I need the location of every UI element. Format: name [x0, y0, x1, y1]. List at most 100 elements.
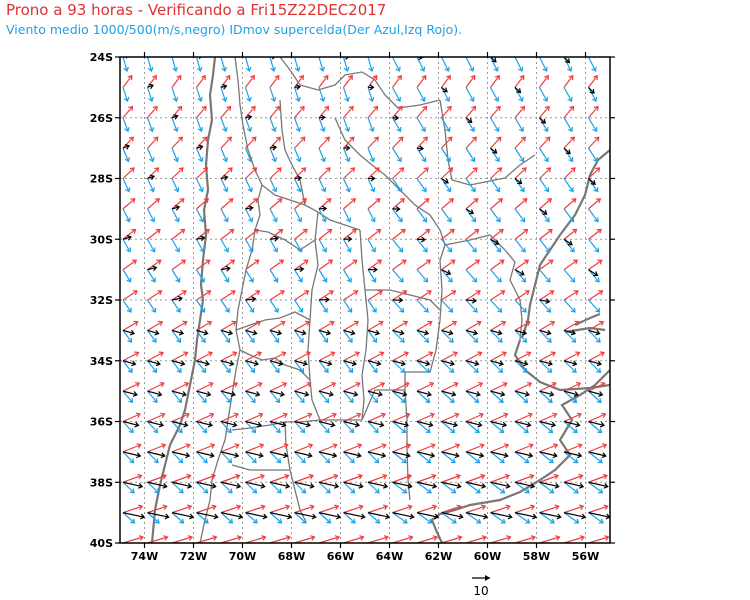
left-mover-vector [147, 290, 163, 301]
left-mover-vector [367, 259, 383, 271]
mean-wind-vector [122, 390, 138, 397]
mean-wind-vector [392, 481, 413, 489]
left-mover-vector [539, 351, 556, 362]
left-mover-vector [367, 443, 387, 453]
left-mover-vector [490, 57, 492, 58]
right-mover-vector [122, 269, 132, 283]
right-mover-vector [244, 178, 253, 193]
left-mover-vector [343, 198, 357, 210]
right-mover-vector [392, 299, 405, 313]
right-mover-vector [392, 390, 406, 404]
right-mover-vector [391, 117, 402, 133]
province-border-12 [254, 229, 316, 251]
left-mover-vector [465, 259, 481, 271]
mean-wind-vector [441, 451, 460, 459]
mean-wind-vector [122, 144, 131, 150]
right-mover-vector [588, 208, 599, 223]
mean-wind-vector [465, 481, 487, 489]
mean-wind-vector [294, 360, 308, 367]
mean-wind-vector [588, 542, 592, 543]
left-mover-vector [490, 105, 501, 119]
argentina-chile-border [199, 57, 263, 543]
province-border-1 [261, 184, 361, 231]
right-mover-vector [171, 299, 181, 313]
left-mover-vector [171, 473, 192, 483]
right-mover-vector [244, 269, 254, 283]
left-mover-vector [613, 321, 628, 330]
left-mover-vector [220, 443, 240, 453]
mean-wind-vector [171, 329, 185, 336]
right-mover-vector [147, 512, 160, 524]
mean-wind-vector [613, 452, 630, 458]
right-mover-vector [441, 299, 454, 313]
left-mover-vector [318, 320, 335, 331]
left-mover-vector [588, 136, 600, 149]
left-mover-vector [122, 228, 137, 240]
right-mover-vector [195, 117, 204, 133]
right-mover-vector [588, 329, 601, 343]
left-mover-vector [367, 136, 379, 149]
right-mover-vector [318, 451, 331, 464]
right-mover-vector [563, 390, 578, 404]
mean-wind-vector [147, 265, 158, 272]
right-mover-vector [465, 451, 481, 464]
left-mover-vector [147, 74, 157, 88]
left-mover-vector [294, 504, 315, 514]
mean-wind-vector [269, 420, 287, 428]
left-mover-vector [245, 381, 263, 392]
mean-wind-vector [613, 422, 629, 427]
left-mover-vector [294, 412, 313, 423]
mean-wind-vector [465, 297, 477, 304]
mean-wind-vector [416, 420, 434, 428]
left-mover-vector [318, 535, 341, 543]
left-mover-vector [441, 381, 459, 392]
mean-wind-vector [367, 512, 391, 520]
right-mover-vector [613, 118, 621, 132]
right-mover-vector [318, 57, 325, 73]
lon-label: 74W [131, 550, 158, 563]
right-mover-vector [441, 269, 453, 283]
right-mover-vector [416, 238, 428, 253]
left-mover-vector [319, 57, 320, 58]
mean-wind-vector [196, 235, 206, 242]
mean-wind-vector [441, 177, 449, 184]
right-mover-vector [416, 178, 427, 193]
left-mover-vector [465, 351, 483, 362]
mean-wind-vector [318, 114, 326, 121]
right-mover-vector [588, 421, 603, 434]
left-mover-vector [171, 412, 190, 423]
left-mover-vector [220, 259, 236, 271]
right-mover-vector [514, 269, 527, 283]
left-mover-vector [490, 228, 504, 240]
mean-wind-vector [392, 512, 415, 520]
right-mover-vector [392, 360, 406, 373]
lon-label: 64W [376, 550, 403, 563]
left-mover-vector [269, 473, 290, 483]
mean-wind-vector [514, 420, 532, 428]
right-mover-vector [245, 421, 257, 434]
mean-wind-vector [490, 451, 509, 459]
mean-wind-vector [441, 542, 445, 543]
left-mover-vector [416, 74, 427, 88]
left-mover-vector [147, 136, 159, 149]
right-mover-vector [367, 208, 376, 223]
right-mover-vector [318, 117, 326, 133]
right-mover-vector [391, 87, 402, 103]
province-border-6 [284, 421, 306, 521]
left-mover-vector [441, 74, 451, 88]
left-mover-vector [220, 105, 232, 119]
mean-wind-vector [563, 481, 585, 489]
left-mover-vector [122, 320, 139, 331]
right-mover-vector [245, 299, 255, 313]
mean-wind-vector [196, 390, 212, 397]
left-mover-vector [392, 443, 412, 453]
left-mover-vector [514, 228, 529, 240]
mean-wind-vector [171, 360, 186, 367]
lat-label: 32S [90, 294, 113, 307]
left-mover-vector [220, 535, 243, 543]
right-mover-vector [539, 178, 550, 193]
left-mover-vector [343, 259, 358, 271]
left-mover-vector [441, 105, 452, 119]
left-mover-vector [588, 259, 603, 271]
left-mover-vector [416, 167, 429, 179]
